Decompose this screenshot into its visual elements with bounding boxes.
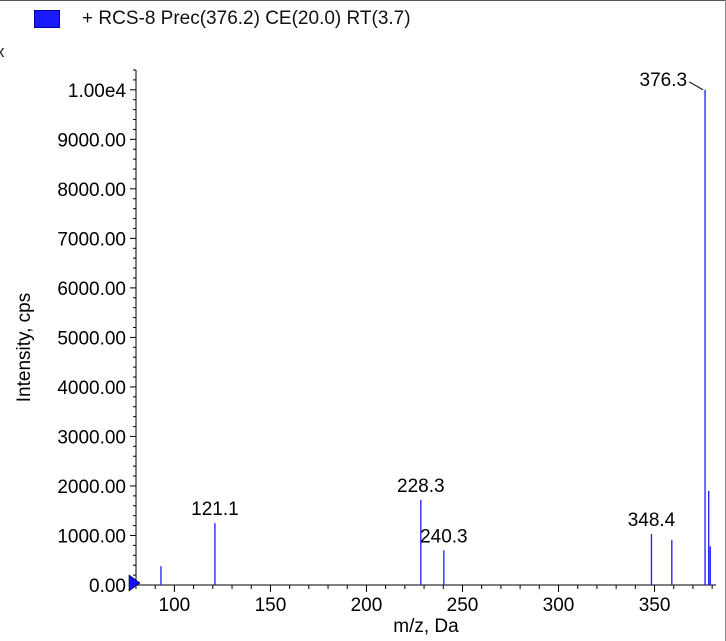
origin-marker-icon <box>128 574 141 592</box>
x-tick-label: 300 <box>543 595 575 616</box>
y-tick-label: 0.00 <box>89 576 126 597</box>
y-tick-label: 1.00e4 <box>68 81 127 102</box>
x-tick-label: 200 <box>351 595 383 616</box>
x-tick-label: 350 <box>639 595 671 616</box>
y-tick-label: 8000.00 <box>57 180 126 201</box>
peak-label: 121.1 <box>191 499 239 520</box>
y-tick-label: 3000.00 <box>57 427 126 448</box>
peak-label: 348.4 <box>628 510 676 531</box>
x-axis-title: m/z, Da <box>393 616 459 637</box>
axes <box>135 70 716 586</box>
legend-label: + RCS-8 Prec(376.2) CE(20.0) RT(3.7) <box>82 8 411 29</box>
peak-labels: 121.1 228.3 240.3 348.4 376.3 <box>191 70 704 547</box>
y-tick-label: 1000.00 <box>57 526 126 547</box>
y-tick-label: 7000.00 <box>57 229 126 250</box>
axis-ticks: 0.00 1000.00 2000.00 3000.00 4000.00 5000.00 6… <box>57 69 713 616</box>
close-icon[interactable]: x <box>0 42 5 61</box>
y-axis-title: Intensity, cps <box>14 293 35 402</box>
peaks <box>160 89 711 585</box>
peak-label: 240.3 <box>420 526 468 547</box>
legend: + RCS-8 Prec(376.2) CE(20.0) RT(3.7) <box>34 4 411 34</box>
x-tick-label: 100 <box>159 595 191 616</box>
y-tick-label: 4000.00 <box>57 378 126 399</box>
legend-swatch <box>34 10 60 28</box>
y-tick-label: 9000.00 <box>57 130 126 151</box>
y-tick-label: 5000.00 <box>57 328 126 349</box>
x-tick-label: 150 <box>255 595 287 616</box>
peak-label: 228.3 <box>397 476 445 497</box>
y-tick-label: 6000.00 <box>57 279 126 300</box>
frame-top-border <box>0 0 726 1</box>
x-tick-label: 250 <box>447 595 479 616</box>
y-tick-label: 2000.00 <box>57 477 126 498</box>
peak-label: 376.3 <box>640 70 688 91</box>
peak-label-leader <box>688 81 704 91</box>
